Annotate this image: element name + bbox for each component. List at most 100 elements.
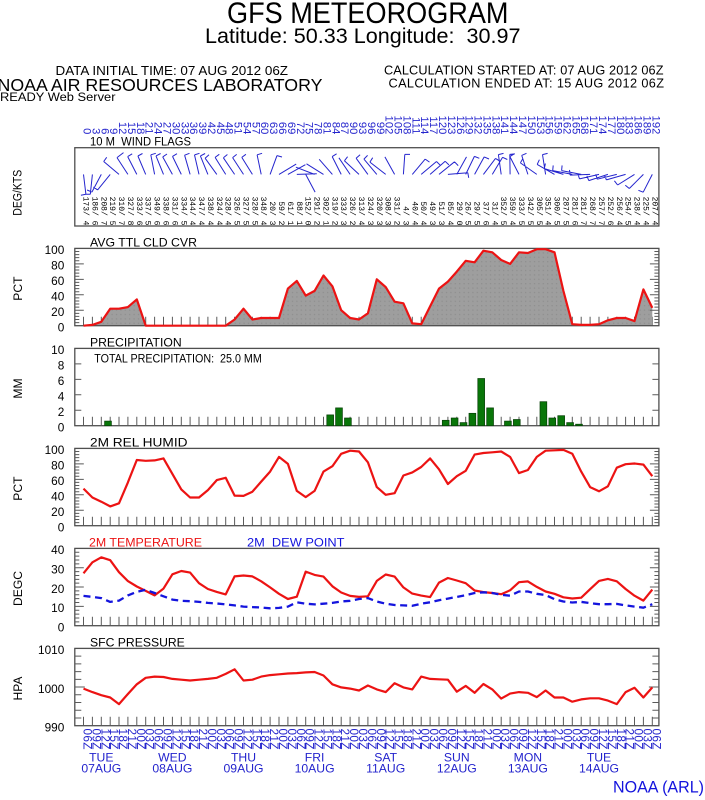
- svg-text:00Z: 00Z: [560, 729, 574, 750]
- svg-text:CALCULATION ENDED AT: 15 AUG 2: CALCULATION ENDED AT: 15 AUG 2012 06Z: [389, 77, 665, 91]
- svg-text:Latitude: 50.33 Longitude: 30: Latitude: 50.33 Longitude: 30.97: [205, 24, 521, 48]
- svg-text:30: 30: [169, 122, 181, 135]
- svg-text:18Z: 18Z: [614, 729, 628, 750]
- svg-text:21Z: 21Z: [196, 729, 210, 750]
- svg-text:00Z: 00Z: [418, 729, 432, 750]
- svg-text:15Z: 15Z: [178, 729, 192, 750]
- svg-text:183: 183: [623, 116, 635, 135]
- svg-text:DATA INITIAL TIME: 07 AUG 2012: DATA INITIAL TIME: 07 AUG 2012 06Z: [56, 64, 289, 78]
- svg-text:DEGC: DEGC: [11, 571, 25, 606]
- svg-text:84: 84: [329, 122, 341, 135]
- svg-text:287/ 5: 287/ 5: [560, 197, 569, 226]
- svg-text:338/ 6: 338/ 6: [161, 197, 170, 226]
- svg-text:03Z: 03Z: [214, 729, 228, 750]
- svg-text:2M DEW POINT: 2M DEW POINT: [247, 535, 345, 549]
- svg-text:THU: THU: [231, 750, 256, 764]
- svg-text:105: 105: [392, 116, 404, 135]
- svg-text:18Z: 18Z: [472, 729, 486, 750]
- svg-text:117: 117: [427, 116, 439, 134]
- svg-text:147: 147: [516, 116, 528, 135]
- svg-text:GFS METEOROGRAM: GFS METEOROGRAM: [227, 0, 509, 30]
- svg-text:READY Web Server: READY Web Server: [0, 90, 116, 104]
- svg-text:351/ 4: 351/ 4: [543, 197, 552, 226]
- svg-text:57: 57: [249, 122, 261, 135]
- svg-text:12: 12: [116, 122, 128, 135]
- svg-text:337/ 5: 337/ 5: [143, 197, 152, 226]
- svg-text:09Z: 09Z: [232, 729, 246, 750]
- svg-text:305/ 5: 305/ 5: [534, 197, 543, 226]
- svg-text:15Z: 15Z: [107, 729, 121, 750]
- svg-text:12Z: 12Z: [525, 729, 539, 750]
- svg-text:03Z: 03Z: [143, 729, 157, 750]
- svg-text:126: 126: [454, 116, 466, 135]
- svg-text:42: 42: [205, 122, 217, 135]
- svg-text:129: 129: [463, 116, 475, 135]
- svg-text:07AUG: 07AUG: [81, 762, 121, 776]
- svg-text:4: 4: [58, 390, 65, 404]
- svg-text:09Z: 09Z: [89, 729, 103, 750]
- svg-text:281/ 6: 281/ 6: [569, 197, 578, 226]
- svg-text:168: 168: [578, 116, 590, 135]
- svg-text:09Z: 09Z: [516, 729, 530, 750]
- svg-text:225/ 4: 225/ 4: [640, 197, 649, 226]
- svg-text:60: 60: [51, 474, 65, 488]
- svg-text:NOAA (ARL): NOAA (ARL): [613, 779, 704, 797]
- svg-text:180: 180: [614, 116, 626, 135]
- svg-text:99: 99: [374, 122, 386, 135]
- svg-text:08AUG: 08AUG: [152, 762, 192, 776]
- svg-text:49/ 3: 49/ 3: [427, 201, 436, 225]
- svg-text:21Z: 21Z: [267, 729, 281, 750]
- svg-text:09Z: 09Z: [161, 729, 175, 750]
- svg-text:0: 0: [58, 621, 65, 635]
- svg-text:00Z: 00Z: [205, 729, 219, 750]
- svg-text:03Z: 03Z: [356, 729, 370, 750]
- svg-text:09AUG: 09AUG: [224, 762, 264, 776]
- svg-text:268/ 7: 268/ 7: [587, 197, 596, 226]
- svg-text:327/ 8: 327/ 8: [125, 197, 134, 226]
- svg-text:156: 156: [543, 116, 555, 135]
- svg-text:03Z: 03Z: [569, 729, 583, 750]
- svg-text:18Z: 18Z: [116, 729, 130, 750]
- svg-text:132: 132: [472, 116, 484, 135]
- svg-text:TUE: TUE: [89, 750, 113, 764]
- svg-text:21Z: 21Z: [338, 729, 352, 750]
- svg-text:00Z: 00Z: [134, 729, 148, 750]
- svg-text:11AUG: 11AUG: [366, 762, 405, 776]
- svg-text:12Z: 12Z: [454, 729, 468, 750]
- svg-text:FRI: FRI: [305, 750, 325, 764]
- svg-text:0: 0: [58, 321, 65, 335]
- svg-text:18Z: 18Z: [400, 729, 414, 750]
- svg-text:10: 10: [51, 343, 65, 357]
- svg-text:37/ 6: 37/ 6: [480, 201, 489, 225]
- svg-text:13AUG: 13AUG: [508, 762, 548, 776]
- svg-text:63: 63: [267, 122, 279, 135]
- svg-text:8: 8: [58, 359, 65, 373]
- svg-text:254/ 5: 254/ 5: [623, 197, 632, 226]
- svg-text:150: 150: [525, 116, 537, 135]
- svg-text:09Z: 09Z: [374, 729, 388, 750]
- svg-text:18Z: 18Z: [258, 729, 272, 750]
- svg-text:320/ 3: 320/ 3: [374, 197, 383, 226]
- svg-text:256/ 4: 256/ 4: [614, 197, 623, 226]
- svg-text:349/ 6: 349/ 6: [152, 197, 161, 226]
- svg-text:03Z: 03Z: [285, 729, 299, 750]
- svg-text:165: 165: [569, 116, 581, 135]
- svg-text:06Z: 06Z: [436, 729, 450, 750]
- svg-text:81: 81: [321, 122, 333, 135]
- svg-text:09Z: 09Z: [303, 729, 317, 750]
- svg-text:24: 24: [152, 122, 164, 135]
- svg-text:90: 90: [347, 122, 359, 135]
- svg-text:69: 69: [285, 122, 297, 135]
- svg-text:324/ 3: 324/ 3: [365, 197, 374, 226]
- svg-text:153: 153: [534, 116, 546, 135]
- svg-text:252/ 6: 252/ 6: [605, 197, 614, 226]
- svg-text:93: 93: [356, 122, 368, 135]
- svg-text:MM: MM: [11, 378, 25, 398]
- svg-text:327/ 5: 327/ 5: [241, 197, 250, 226]
- svg-text:75: 75: [303, 122, 315, 135]
- svg-text:88/ 1: 88/ 1: [294, 201, 303, 225]
- svg-text:20: 20: [51, 582, 65, 596]
- svg-text:990: 990: [45, 721, 65, 735]
- svg-text:59/ 2: 59/ 2: [276, 201, 285, 225]
- svg-text:310/ 7: 310/ 7: [116, 197, 125, 226]
